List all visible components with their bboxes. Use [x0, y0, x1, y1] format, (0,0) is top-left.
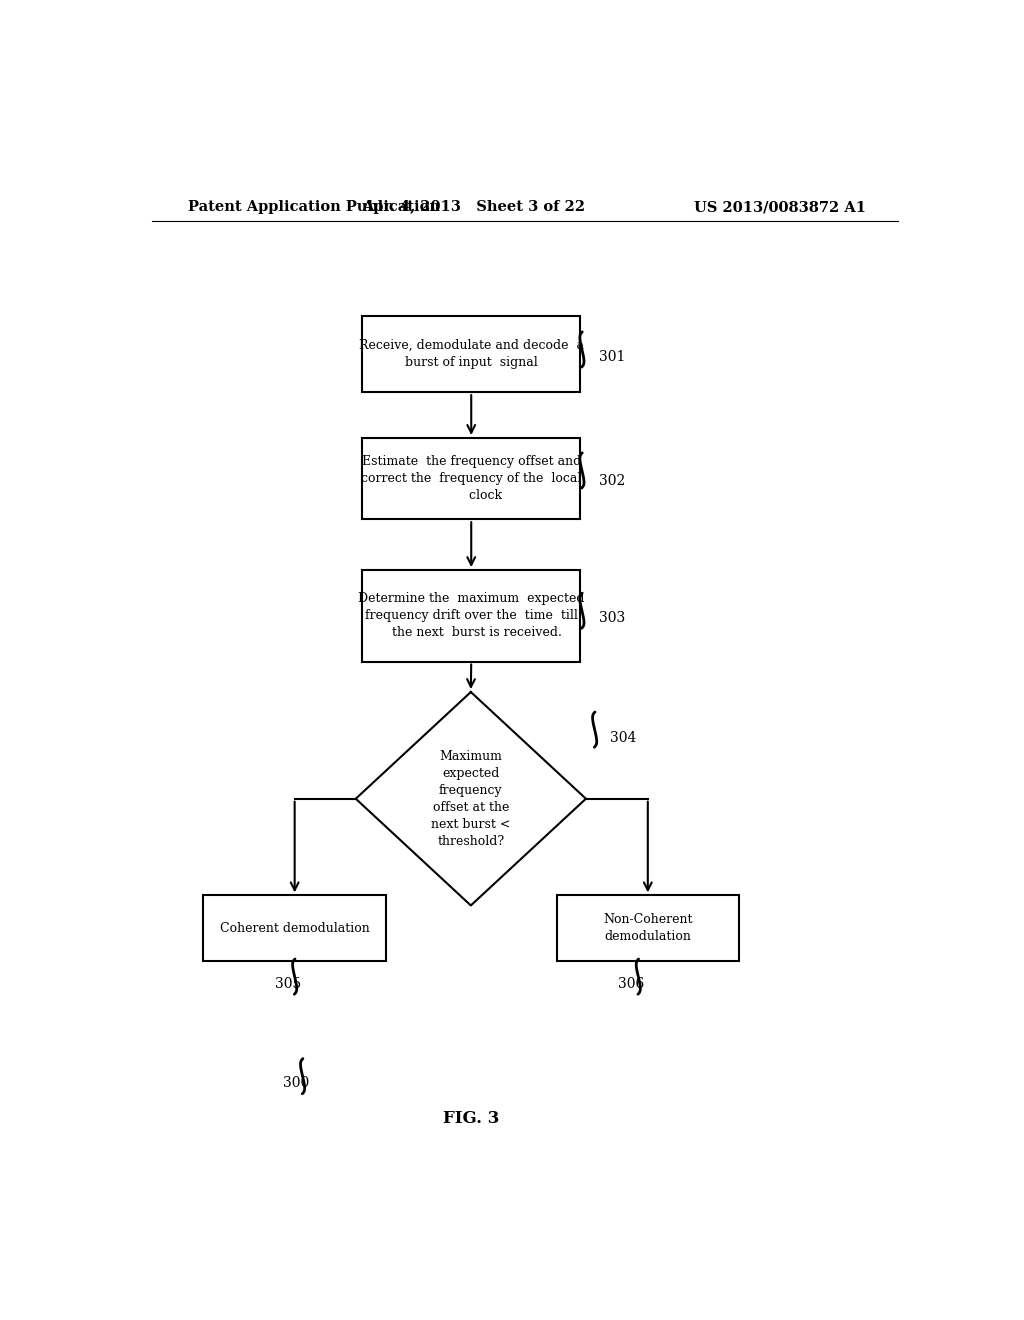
Text: Coherent demodulation: Coherent demodulation: [220, 921, 370, 935]
Text: 303: 303: [599, 611, 626, 624]
Text: 305: 305: [274, 977, 301, 991]
FancyBboxPatch shape: [204, 895, 386, 961]
FancyBboxPatch shape: [362, 438, 581, 519]
Text: 300: 300: [283, 1076, 309, 1090]
FancyBboxPatch shape: [362, 570, 581, 661]
Text: Apr. 4, 2013   Sheet 3 of 22: Apr. 4, 2013 Sheet 3 of 22: [361, 201, 585, 214]
Text: Non-Coherent
demodulation: Non-Coherent demodulation: [603, 913, 692, 944]
Text: 304: 304: [609, 731, 636, 744]
FancyBboxPatch shape: [557, 895, 739, 961]
Text: 302: 302: [599, 474, 626, 487]
Text: FIG. 3: FIG. 3: [442, 1110, 499, 1127]
FancyBboxPatch shape: [362, 315, 581, 392]
Text: Receive, demodulate and decode  a
burst of input  signal: Receive, demodulate and decode a burst o…: [358, 339, 584, 370]
Text: 306: 306: [618, 977, 645, 991]
Text: Estimate  the frequency offset and
correct the  frequency of the  local
       c: Estimate the frequency offset and correc…: [361, 455, 582, 502]
Text: Maximum
expected
frequency
offset at the
next burst <
threshold?: Maximum expected frequency offset at the…: [431, 750, 511, 847]
Text: 301: 301: [599, 350, 626, 363]
Text: US 2013/0083872 A1: US 2013/0083872 A1: [694, 201, 866, 214]
Text: Determine the  maximum  expected
frequency drift over the  time  till
   the nex: Determine the maximum expected frequency…: [358, 593, 585, 639]
Text: Patent Application Publication: Patent Application Publication: [187, 201, 439, 214]
